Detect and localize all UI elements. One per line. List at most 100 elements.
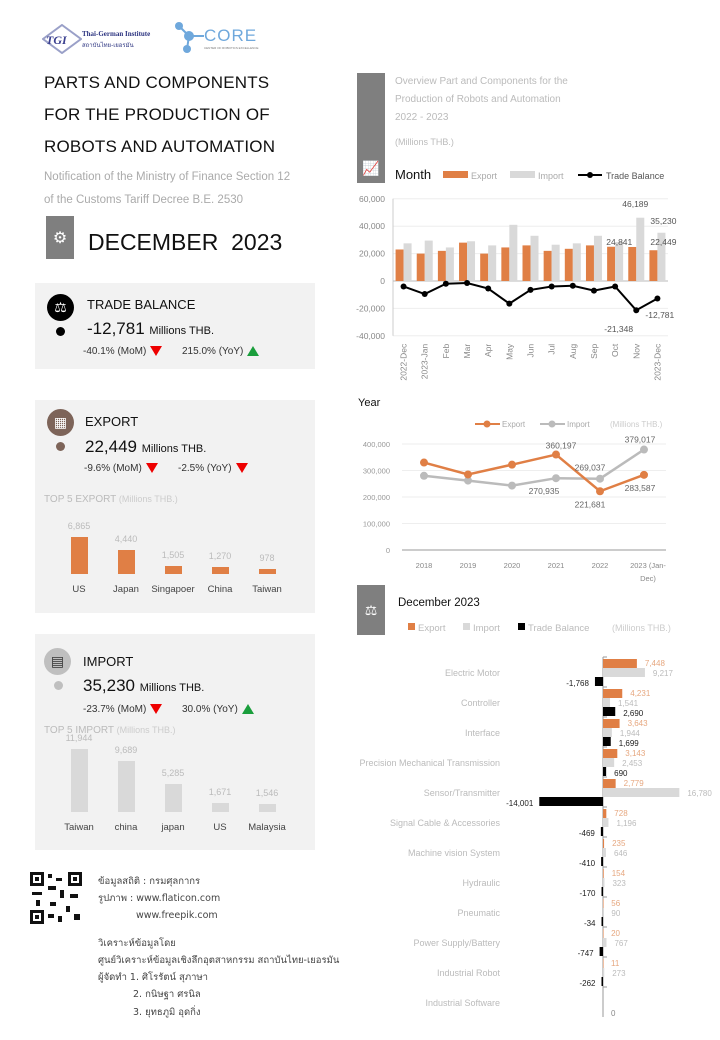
trade-balance-point [506,300,513,307]
trade-balance-point [421,291,428,298]
trade-balance-bar [599,947,603,956]
export-label: 11 [611,959,620,968]
overview-line-2: Production of Robots and Automation [395,94,561,105]
yearly-chart: Year Export Import (Millions THB.) 400,000 30… [358,397,666,555]
top5-bar [165,784,182,812]
legend-label: Export [418,623,446,634]
data-label: -21,348 [604,324,633,334]
export-mom: -9.6% (MoM) [84,463,142,474]
y-tick-label: 0 [386,546,390,555]
export-value: 22,449 [85,437,137,456]
export-bar [603,809,607,818]
overview-unit: (Millions THB.) [395,137,454,147]
chart-unit: (Millions THB.) [610,420,663,429]
trade-balance-label: -747 [578,949,595,958]
top5-value: 9,689 [114,744,138,755]
y-tick-label: -20,000 [356,303,385,313]
x-tick-label: May [504,343,514,360]
import-bar [403,243,412,281]
import-bar [445,247,454,281]
top5-country: china [114,822,138,833]
import-point [640,445,648,454]
x-tick-label: Oct [610,343,620,357]
top5-value: 6,865 [67,521,91,531]
trade-balance-label: 0 [611,1009,616,1018]
data-label: 24,841 [606,237,632,247]
legend-marker [587,172,593,178]
trade-balance-label: -410 [579,859,596,868]
qr-code-icon[interactable] [30,872,82,924]
trade-balance-point [654,295,661,302]
x-tick-label: Jul [547,344,557,355]
legend-swatch [463,623,470,630]
top5-country: Taiwan [64,822,94,833]
top5-value: 1,671 [208,787,232,798]
export-line [423,453,645,493]
category-label: Industrial Robot [437,968,501,978]
x-tick-label: Feb [441,344,451,359]
export-bar [480,253,489,281]
category-label: Electric Motor [445,668,500,678]
import-bar [509,224,518,281]
import-point [420,471,428,480]
top5-bar [71,749,88,812]
export-unit: Millions THB. [141,443,207,455]
data-source: ข้อมูลสถิติ : กรมศุลกากร [98,876,201,887]
legend-label: Trade Balance [528,623,589,634]
import-bar [657,232,666,281]
top5-country: China [207,584,233,595]
y-tick-label: 200,000 [363,493,390,502]
x-tick-label: 2022-Dec [399,343,409,381]
top5-country: US [72,584,86,595]
top5-bar [118,760,135,812]
export-label: 2,779 [624,779,645,788]
export-bar [628,246,637,281]
export-bar [603,719,620,728]
overview-text: Overview Part and Components for the Pro… [395,73,568,151]
trade-balance-label: -170 [579,889,596,898]
warehouse-icon: ▤ [44,648,71,675]
export-bar [649,250,658,281]
data-label: 283,587 [625,483,656,493]
import-label: 273 [612,969,626,978]
trade-balance-label: 690 [614,769,628,778]
scale-icon: ⚖ [47,294,74,321]
top5-bar [212,567,229,574]
import-label: 1,944 [620,729,641,738]
import-yoy: 30.0% (YoY) [182,704,238,715]
trade-balance-bar [539,797,603,806]
top5-value: 1,546 [255,787,279,798]
export-label: 4,231 [630,689,651,698]
export-label: 3,143 [625,749,646,758]
import-bar [603,848,606,857]
export-yoy: -2.5% (YoY) [178,463,232,474]
top5-export-unit: (Millions THB.) [118,494,178,504]
preparer-3: 3. ยุทธภูมิ อุดกิ่ง [133,1007,201,1018]
export-label: 235 [612,839,626,848]
title-line-2: FOR THE PRODUCTION OF [44,105,270,124]
import-bar [603,908,604,917]
data-label: 270,935 [529,486,560,496]
export-label: 20 [611,929,620,938]
period-title: DECEMBER 2023 [88,229,283,255]
tgi-logo: TGI Thai-German Institute สถาบันไทย-เยอร… [41,23,167,55]
export-bar [603,659,637,668]
trade-balance-label: 2,690 [623,709,644,718]
factory-icon: ▦ [47,409,74,436]
x-tick-label: Apr [483,344,493,357]
y-tick-label: 60,000 [359,194,385,204]
legend-label: Export [502,420,526,429]
category-label: Power Supply/Battery [413,938,500,948]
data-label: 22,449 [650,237,676,247]
trade-balance-bar [601,977,603,986]
trade-balance-bar [601,857,603,866]
image-source-2: www.freepik.com [136,910,218,921]
export-point [640,470,648,479]
trade-balance-point [464,280,471,287]
legend-label: Import [473,623,500,634]
export-bar [603,929,604,938]
core-text: CORE [204,26,258,45]
category-label: Controller [461,698,500,708]
top5-import-unit: (Millions THB.) [116,725,176,735]
legend-marker [483,420,491,428]
